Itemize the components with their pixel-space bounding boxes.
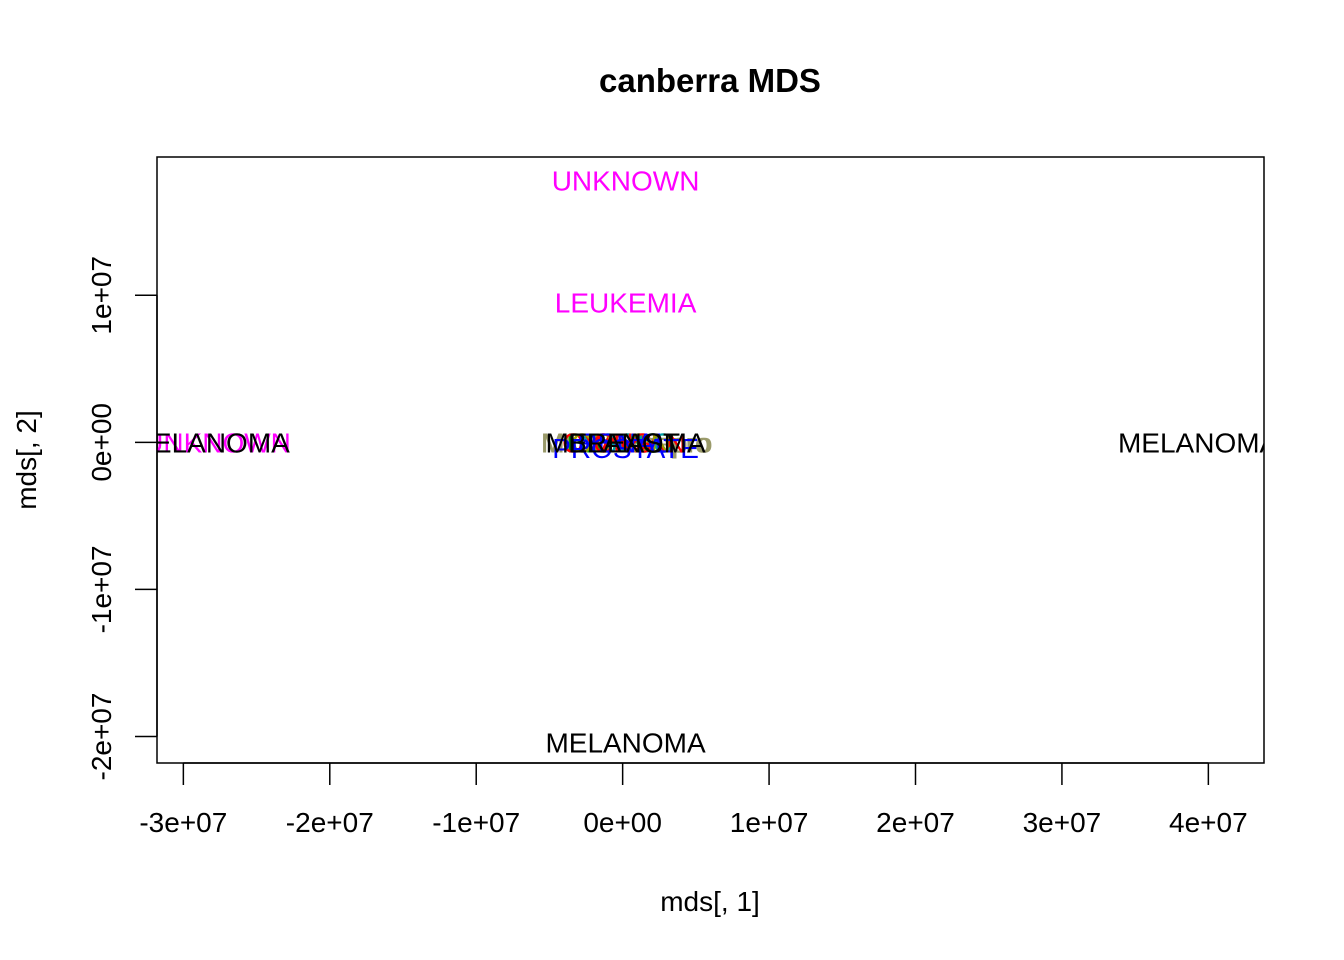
x-tick-label: 0e+00 (583, 807, 662, 838)
y-tick-label: -2e+07 (86, 693, 117, 781)
x-tick-label: -3e+07 (139, 807, 227, 838)
point-label: MCF7D-repro (541, 427, 712, 458)
x-axis-label: mds[, 1] (660, 886, 760, 917)
point-label: OVARIAN (562, 427, 686, 458)
plot-frame (156, 156, 1265, 764)
point-label: CNS (593, 427, 652, 458)
y-tick-label: -1e+07 (86, 545, 117, 633)
point-label: LEUKEMIA (555, 288, 697, 319)
point-label: NSCLC (578, 427, 673, 458)
point-label: MELANOMA (545, 727, 706, 758)
x-axis: -3e+07 -2e+07 -1e+07 0e+00 1e+07 2e+07 3e+07 4e… (139, 762, 1248, 838)
point-label: PROSTATE (552, 433, 699, 464)
y-tick-label: 0e+00 (86, 403, 117, 482)
y-tick-label: 1e+07 (86, 256, 117, 335)
point-label: BREAST (568, 427, 680, 458)
point-label: MELANOMA (1118, 427, 1279, 458)
x-tick-label: 1e+07 (730, 807, 809, 838)
y-axis-label: mds[, 2] (11, 410, 42, 510)
point-label: MELANOMA (545, 427, 706, 458)
point-label: RENAL (577, 427, 670, 458)
x-tick-label: 3e+07 (1023, 807, 1102, 838)
x-tick-label: -1e+07 (432, 807, 520, 838)
y-axis: -2e+07 -1e+07 0e+00 1e+07 (86, 256, 158, 781)
point-label: MCF7A-repro (541, 427, 711, 458)
point-label: UNKNOWN (143, 427, 291, 458)
point-label: UNKNOWN (552, 166, 700, 197)
x-tick-label: 4e+07 (1169, 807, 1248, 838)
x-tick-label: -2e+07 (286, 807, 374, 838)
point-label: BREAST (567, 427, 679, 458)
point-label: MELANOMA (130, 427, 291, 458)
x-tick-label: 2e+07 (876, 807, 955, 838)
point-label: COLON (571, 427, 671, 458)
chart-title: canberra MDS (599, 62, 821, 99)
